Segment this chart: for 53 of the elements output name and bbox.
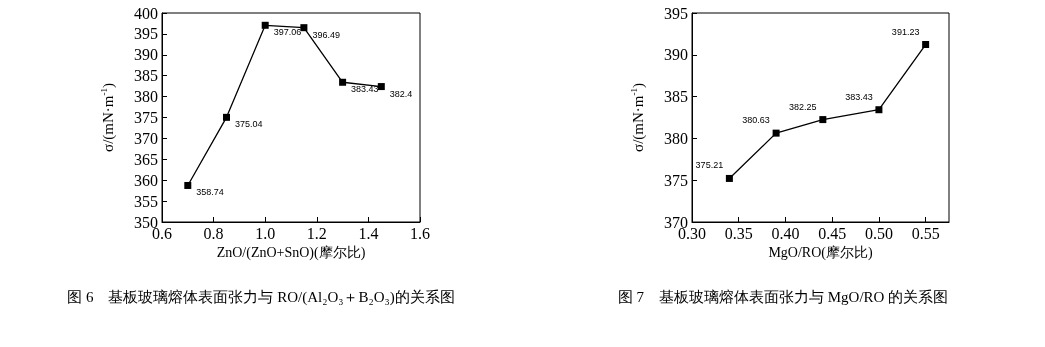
- data-label: 375.21: [695, 160, 724, 171]
- point: [300, 24, 308, 32]
- x-tick-label: 0.55: [911, 224, 940, 242]
- point: [819, 116, 827, 124]
- data-label: 380.63: [742, 115, 770, 126]
- y-tick-label: 390: [134, 46, 158, 64]
- y-tick-label: 360: [134, 171, 158, 189]
- data-label: 391.23: [891, 26, 920, 37]
- y-tick-label: 395: [134, 25, 158, 43]
- data-label: 396.49: [312, 29, 340, 40]
- x-tick-label: 0.35: [724, 224, 753, 242]
- point: [725, 174, 733, 182]
- x-tick-label: 0.45: [818, 224, 847, 242]
- y-tick-label: 375: [134, 109, 158, 126]
- point: [184, 181, 192, 189]
- text: 图 7 基板玻璃熔体表面张力与 MgO/RO 的关系图: [617, 288, 949, 305]
- x-tick-label: 1.0: [255, 224, 276, 242]
- data-label: 383.43: [845, 91, 873, 102]
- y-tick-label: 400: [134, 4, 158, 22]
- data-label: 375.04: [235, 119, 263, 130]
- x-tick-label: 0.8: [203, 224, 224, 242]
- data-label: 382.25: [789, 101, 817, 112]
- x-tick-label: 1.2: [306, 224, 327, 242]
- point: [922, 41, 930, 49]
- y-tick-label: 380: [134, 88, 158, 106]
- data-label: 397.06: [273, 27, 302, 38]
- y-tick-label: 395: [664, 4, 688, 22]
- point: [261, 21, 269, 29]
- point: [223, 113, 230, 121]
- y-tick-label: 370: [134, 129, 158, 147]
- y-tick-label: 375: [664, 171, 688, 189]
- point: [875, 106, 883, 114]
- x-tick-label: 0.50: [864, 224, 893, 242]
- y-tick-label: 390: [664, 46, 688, 64]
- point: [772, 129, 780, 137]
- y-tick-label: 355: [134, 192, 158, 210]
- x-tick-label: 0.40: [771, 224, 800, 242]
- x-tick-label: 1.4: [358, 224, 379, 242]
- data-label: 382.4: [389, 88, 413, 99]
- y-axis-title: σ/(mN·m-1): [628, 83, 647, 152]
- text: 图 6 基板玻璃熔体表面张力与 RO/(Al₂O₃＋B₂O₃)的关系图: [67, 288, 455, 306]
- y-tick-label: 365: [134, 150, 158, 168]
- data-label: 383.43: [351, 84, 379, 95]
- point: [377, 83, 385, 91]
- y-tick-label: 385: [134, 67, 158, 85]
- y-axis-title: σ/(mN·m-1): [98, 83, 117, 152]
- data-label: 358.74: [196, 187, 224, 198]
- x-axis-title: ZnO/(ZnO+SnO)(摩尔比): [216, 245, 366, 262]
- x-tick-label: 1.6: [410, 224, 430, 242]
- y-tick-label: 380: [664, 129, 688, 147]
- y-tick-label: 385: [664, 88, 688, 106]
- x-axis-title: MgO/RO(摩尔比): [768, 245, 873, 262]
- point: [339, 78, 347, 86]
